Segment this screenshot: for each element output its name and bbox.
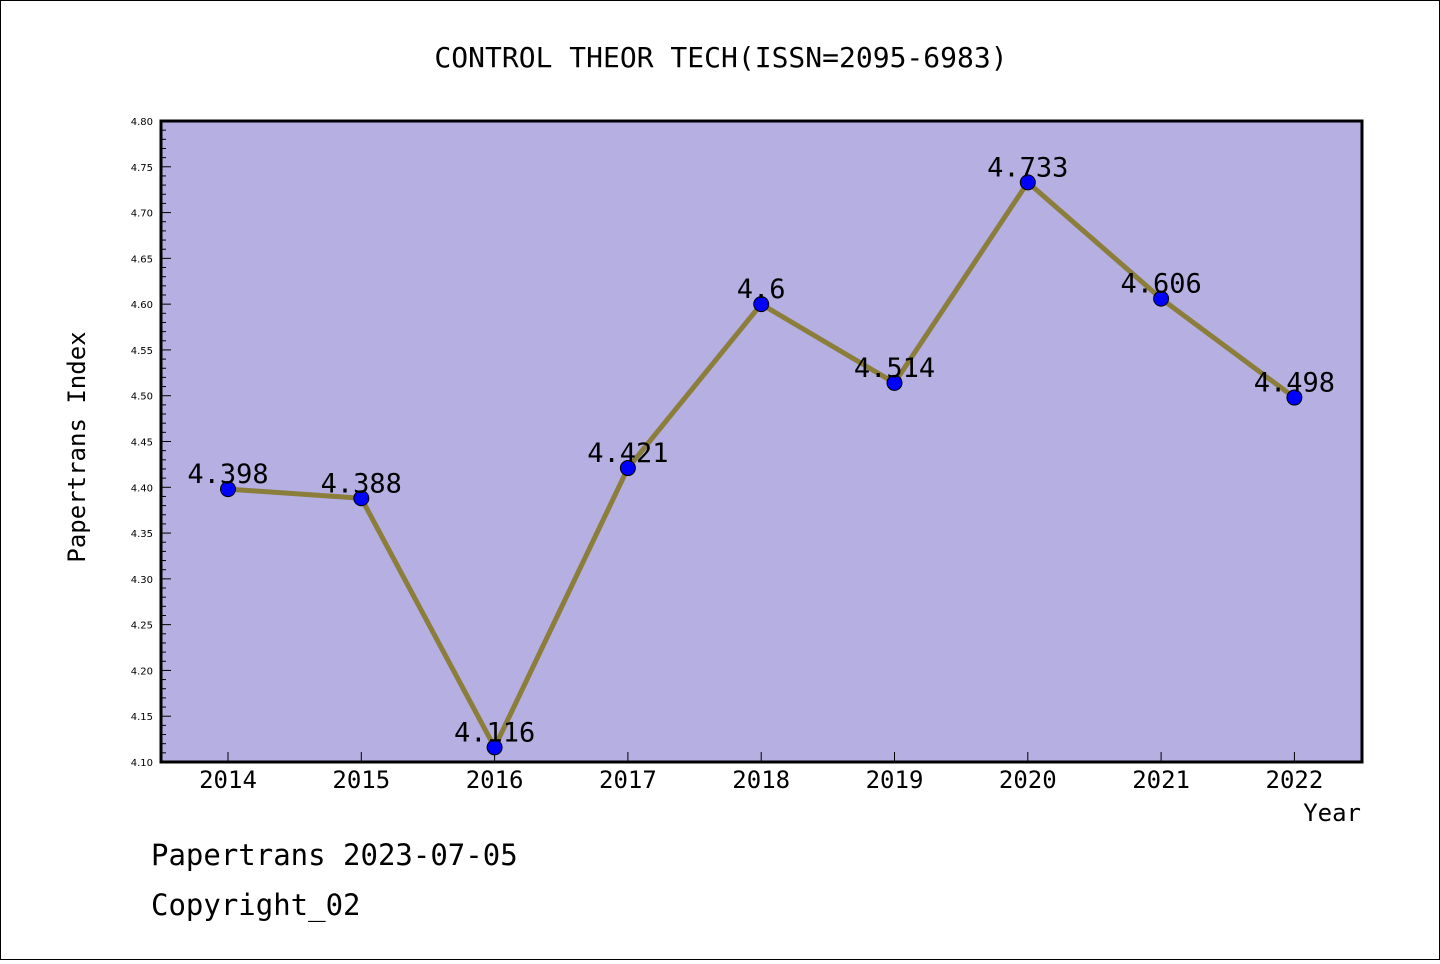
y-tick-label: 4.80 bbox=[131, 117, 153, 128]
data-point-marker bbox=[886, 374, 903, 391]
plot-area bbox=[159, 119, 1364, 764]
y-tick-label: 4.10 bbox=[131, 758, 153, 769]
y-tick-label: 4.25 bbox=[131, 621, 153, 632]
data-label-group: 4.398 4.388 4.116 4.421 4.6 4.514 4.733 4.606 4.… bbox=[187, 152, 1335, 748]
y-tick-label: 4.20 bbox=[131, 666, 153, 677]
data-point-marker bbox=[353, 490, 370, 507]
x-tick-label: 2020 bbox=[999, 766, 1057, 794]
chart-title: CONTROL THEOR TECH(ISSN=2095-6983) bbox=[434, 41, 1007, 74]
y-tick-label: 4.30 bbox=[131, 575, 153, 586]
data-label: 4.421 bbox=[587, 438, 668, 469]
data-point-marker bbox=[619, 460, 636, 477]
x-axis-label: Year bbox=[1303, 799, 1361, 827]
data-point-marker bbox=[486, 739, 503, 756]
data-point-marker bbox=[1286, 389, 1303, 406]
x-tick-label: 2014 bbox=[199, 766, 257, 794]
data-label: 4.6 bbox=[737, 274, 786, 305]
x-tick-label: 2021 bbox=[1132, 766, 1190, 794]
y-tick-label: 4.60 bbox=[131, 300, 153, 311]
y-tick-label: 4.70 bbox=[131, 209, 153, 220]
x-tick-label: 2018 bbox=[732, 766, 790, 794]
data-label: 4.116 bbox=[454, 717, 535, 748]
footer-date: Papertrans 2023-07-05 bbox=[151, 838, 518, 872]
x-tick-label: 2016 bbox=[466, 766, 524, 794]
x-tick-label: 2017 bbox=[599, 766, 657, 794]
y-tick-label: 4.55 bbox=[131, 346, 153, 357]
data-label: 4.498 bbox=[1254, 368, 1335, 399]
marker-group bbox=[220, 174, 1303, 756]
data-point-marker bbox=[1019, 174, 1036, 191]
y-tick-label: 4.40 bbox=[131, 483, 153, 494]
y-tick-label: 4.15 bbox=[131, 712, 153, 723]
data-label: 4.606 bbox=[1120, 269, 1201, 300]
data-label: 4.733 bbox=[987, 152, 1068, 183]
data-point-marker bbox=[220, 481, 236, 498]
footer-copyright: Copyright_02 bbox=[151, 888, 361, 923]
y-tick-label: 4.35 bbox=[131, 529, 153, 540]
data-label: 4.388 bbox=[321, 468, 402, 499]
y-axis-label: Papertrans Index bbox=[63, 331, 91, 562]
data-label: 4.514 bbox=[854, 353, 935, 384]
data-label: 4.398 bbox=[187, 459, 268, 490]
data-point-marker bbox=[753, 296, 770, 313]
x-tick-label: 2015 bbox=[332, 766, 390, 794]
y-tick-label: 4.75 bbox=[131, 163, 153, 174]
data-point-marker bbox=[1153, 290, 1170, 307]
x-axis: 2014 2015 2016 2017 2018 2019 2020 2021 2022 bbox=[199, 752, 1323, 794]
y-axis: 4.10 4.15 4.20 4.25 4.30 4.35 4.40 4.45 4.50 4.55… bbox=[131, 117, 171, 769]
x-tick-label: 2022 bbox=[1266, 766, 1324, 794]
y-tick-label: 4.50 bbox=[131, 392, 153, 403]
y-tick-label: 4.65 bbox=[131, 254, 153, 265]
x-tick-label: 2019 bbox=[866, 766, 924, 794]
y-tick-label: 4.45 bbox=[131, 438, 153, 449]
